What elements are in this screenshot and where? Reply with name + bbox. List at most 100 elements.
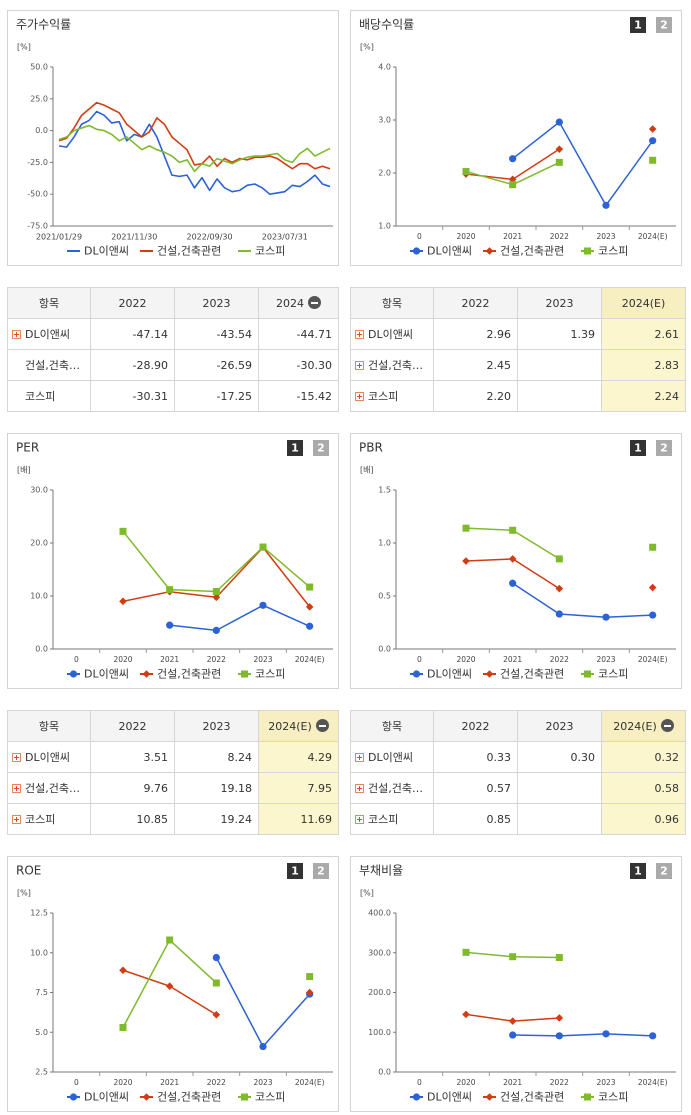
y-tick-label: 12.5	[30, 909, 48, 918]
row-name: 건설,건축…	[25, 359, 80, 372]
series	[462, 948, 563, 962]
tab-button[interactable]	[630, 440, 646, 456]
table-row: DL이앤씨 0.33 0.30 0.32	[350, 741, 686, 773]
expand-icon[interactable]	[355, 753, 364, 762]
header-text: 항목	[381, 297, 403, 310]
value-cell: 0.58	[601, 772, 686, 804]
cell-value: -30.31	[132, 389, 168, 403]
collapse-icon[interactable]	[308, 296, 321, 309]
data-table: 항목 2022 2023 2024(E) DL이앤씨 2.96 1.39 2.61 건설,건축……	[350, 287, 686, 412]
legend-marker	[241, 1093, 248, 1101]
series-line	[58, 124, 331, 173]
value-cell: -28.90	[90, 349, 175, 381]
cell-value: 0.85	[486, 812, 512, 826]
tab-button[interactable]	[287, 440, 303, 456]
legend-label: 건설,건축관련	[157, 1091, 221, 1104]
marker	[259, 1042, 267, 1051]
collapse-icon[interactable]	[660, 719, 674, 732]
x-tick-label: 2020	[456, 655, 475, 664]
expand-icon[interactable]	[355, 815, 364, 824]
value-cell: 2.83	[601, 349, 686, 381]
legend-label: 코스피	[598, 668, 628, 681]
expand-icon[interactable]	[355, 392, 364, 401]
chart-title: 부채비율	[359, 864, 403, 878]
legend-marker	[412, 1093, 421, 1101]
expand-icon[interactable]	[12, 330, 21, 339]
row-name-cell: DL이앤씨	[7, 318, 91, 350]
x-tick-label: 2022	[207, 1078, 226, 1087]
legend-marker	[584, 1093, 591, 1101]
tab-button[interactable]	[630, 863, 646, 879]
legend-label: DL이앤씨	[427, 245, 472, 258]
marker	[509, 181, 517, 189]
header-text: 2023	[545, 296, 574, 310]
marker	[212, 593, 221, 602]
value-cell: 11.69	[258, 803, 339, 835]
tab-button-label: 2	[660, 19, 668, 32]
row-name-cell: 코스피	[7, 803, 91, 835]
marker	[602, 201, 610, 209]
collapse-icon[interactable]	[315, 719, 329, 732]
x-tick-label: 2021	[160, 655, 179, 664]
y-tick-label: 0.0	[35, 645, 48, 654]
table-row: DL이앤씨 3.51 8.24 4.29	[7, 741, 339, 773]
marker	[509, 1031, 517, 1039]
cell-value: 11.69	[300, 812, 333, 826]
tab-button-label: 2	[317, 865, 325, 878]
unit-label: [배]	[17, 466, 31, 475]
x-tick-label: 2022/09/30	[187, 233, 233, 242]
row-name-cell: 코스피	[7, 380, 91, 412]
expand-icon[interactable]	[355, 330, 364, 339]
marker	[555, 145, 564, 153]
table-row: 건설,건축… 9.76 19.18 7.95	[7, 772, 339, 804]
y-tick-label: 0.0	[378, 645, 391, 654]
x-tick-label: 0	[74, 655, 79, 664]
tab-button-label: 1	[634, 865, 642, 878]
tab-button[interactable]	[313, 863, 329, 879]
tab-button[interactable]	[656, 17, 672, 33]
header-text: 항목	[38, 297, 60, 310]
x-tick-label: 2023	[253, 1078, 272, 1087]
header-text: 항목	[38, 720, 60, 733]
header-text: 2023	[202, 719, 231, 733]
expand-icon[interactable]	[355, 784, 364, 793]
chart-title: 배당수익률	[359, 18, 414, 32]
expand-icon[interactable]	[12, 753, 21, 762]
tab-button[interactable]	[656, 863, 672, 879]
cell-value: 0.30	[570, 750, 596, 764]
tab-button[interactable]	[287, 863, 303, 879]
marker	[509, 155, 517, 163]
header-row: 항목 2022 2023 2024(E)	[350, 710, 686, 742]
expand-icon[interactable]	[12, 784, 21, 793]
cell-value: 0.58	[654, 781, 680, 795]
x-tick-label: 2021	[503, 1078, 522, 1087]
cell-value: 4.29	[307, 750, 333, 764]
x-tick-label: 2022	[550, 232, 569, 241]
tab-button[interactable]	[656, 440, 672, 456]
tab-button[interactable]	[630, 17, 646, 33]
unit-label: [%]	[360, 889, 374, 898]
marker	[462, 524, 470, 532]
marker	[166, 936, 174, 944]
row-name: 건설,건축…	[25, 782, 80, 795]
chart-title: PER	[16, 441, 39, 455]
tab-button[interactable]	[313, 440, 329, 456]
series	[509, 579, 657, 621]
data-table: 항목 2022 2023 2024 DL이앤씨 -47.14 -43.54 -44.71 건설,…	[7, 287, 339, 412]
cell-value: 2.24	[654, 389, 680, 403]
marker	[649, 611, 657, 619]
value-cell: -15.42	[258, 380, 339, 412]
marker	[166, 586, 174, 594]
marker	[509, 953, 517, 961]
legend-label: DL이앤씨	[427, 668, 472, 681]
x-tick-label: 2023/07/31	[262, 233, 308, 242]
expand-icon[interactable]	[12, 815, 21, 824]
y-tick-label: 3.0	[378, 116, 391, 125]
unit-label: [%]	[17, 889, 31, 898]
marker	[649, 1032, 657, 1040]
expand-icon[interactable]	[355, 361, 364, 370]
chart-title: PBR	[359, 441, 383, 455]
marker	[306, 583, 314, 591]
cell-value: -44.71	[296, 327, 332, 341]
cell-value: 8.24	[227, 750, 253, 764]
